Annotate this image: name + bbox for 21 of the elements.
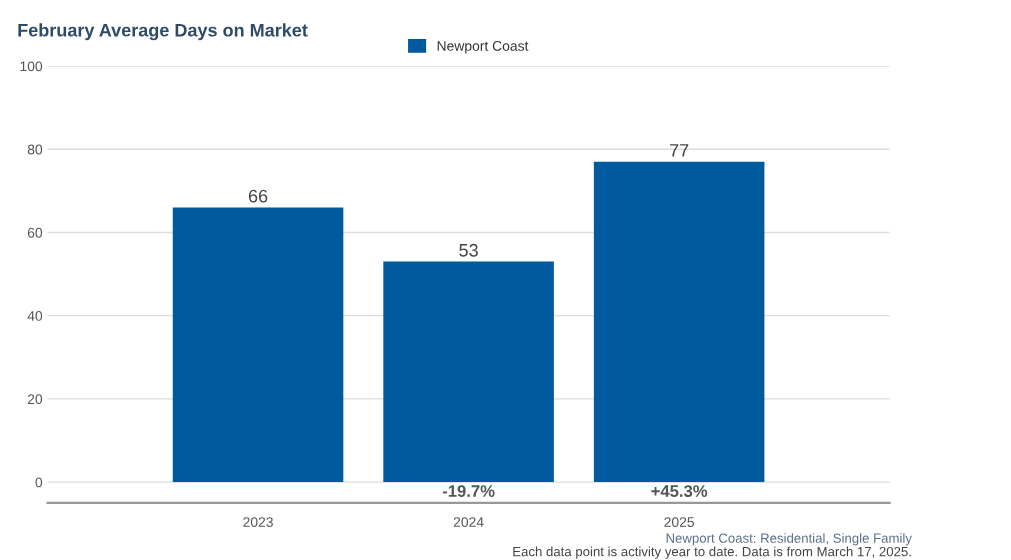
y-tick-label: 100	[20, 61, 43, 72]
y-tick-label: 60	[27, 227, 43, 238]
data-label: 77	[670, 144, 689, 157]
x-tick-label: 2025	[664, 517, 695, 527]
bar	[172, 207, 344, 483]
legend-label: Newport Coast	[437, 41, 529, 54]
chart-title: February Average Days on Market	[18, 23, 308, 41]
annotation: -19.7%	[442, 485, 495, 497]
text: Newport Coast: Residential, Single Family	[666, 533, 912, 546]
x-tick-label: 2024	[453, 517, 484, 527]
x-tick-label: 2023	[243, 517, 273, 527]
y-tick-label: 80	[27, 144, 43, 155]
y-tick-label: 20	[27, 394, 43, 405]
y-tick-label: 0	[35, 477, 43, 488]
y-tick-label: 40	[27, 311, 43, 321]
annotation: +45.3%	[651, 485, 708, 497]
data-label: 53	[459, 243, 478, 257]
bar	[383, 261, 554, 483]
text: Each data point is activity year to date. Data is from March 17, 2025.	[513, 546, 911, 559]
bar	[593, 161, 765, 483]
data-label: 66	[248, 189, 268, 203]
